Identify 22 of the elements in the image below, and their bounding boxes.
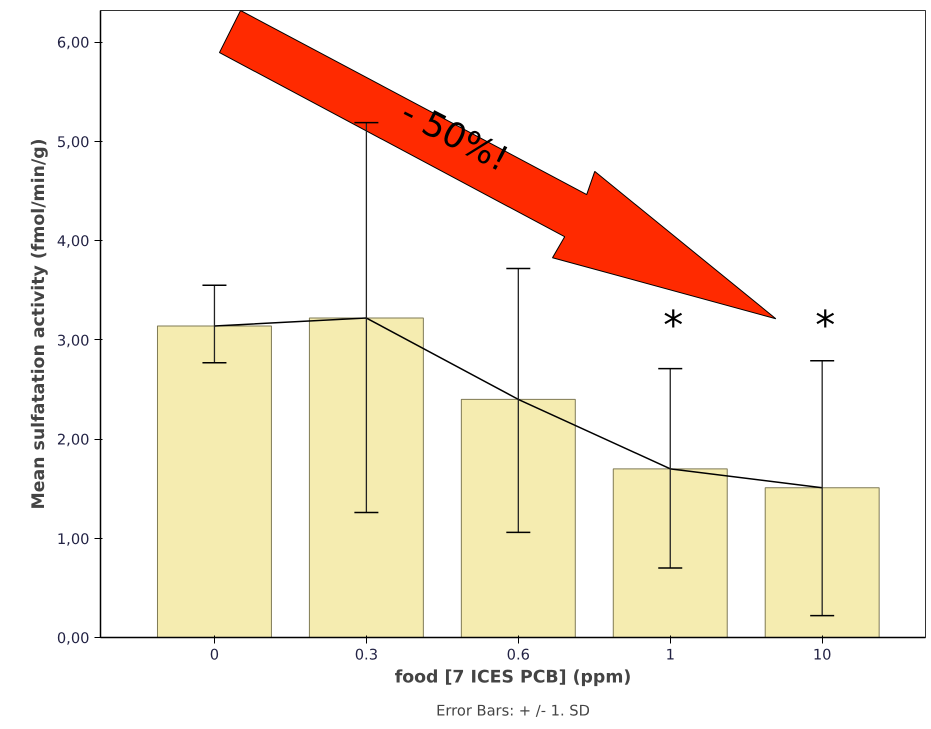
annotation: * <box>815 302 836 349</box>
annotation: * <box>663 302 684 349</box>
bar <box>460 398 576 638</box>
y-tick-label: 4,00 <box>56 233 90 250</box>
bar <box>612 468 728 638</box>
y-tick-label: 5,00 <box>56 134 90 151</box>
x-tick-label: 0.6 <box>506 646 530 664</box>
y-tick-label: 6,00 <box>56 34 90 52</box>
bar <box>308 318 424 638</box>
x-tick-label: 1 <box>666 646 675 664</box>
x-tick-label: 0 <box>210 646 220 664</box>
text: Error Bars: + /- 1. SD <box>436 702 590 720</box>
y-tick-label: 2,00 <box>56 432 90 449</box>
bar <box>156 325 272 638</box>
x-tick-label: 0.3 <box>354 646 378 664</box>
y-tick-label: 0,00 <box>56 630 90 647</box>
x-tick-label: 10 <box>812 646 832 664</box>
y-tick-label: 1,00 <box>56 530 90 548</box>
x-axis-title: food [7 ICES PCB] (ppm) <box>394 668 632 688</box>
bar <box>764 487 880 638</box>
y-axis-title: Mean sulfatation activity (fmol/min/g) <box>28 138 49 510</box>
y-tick-label: 3,00 <box>56 332 90 350</box>
